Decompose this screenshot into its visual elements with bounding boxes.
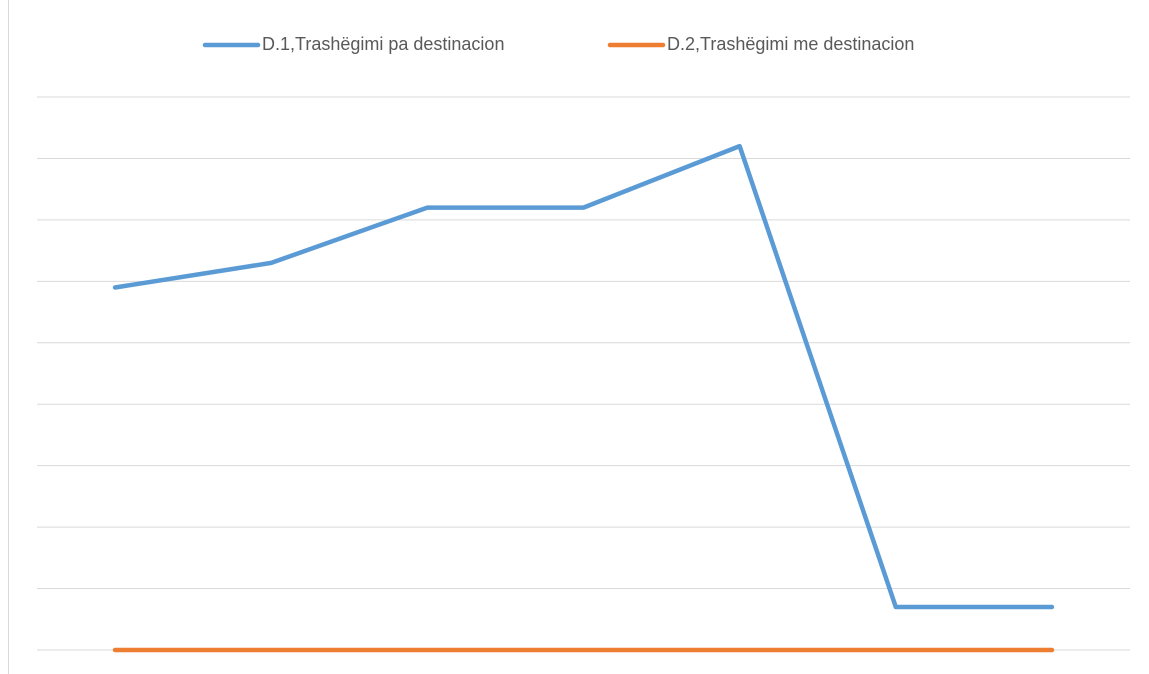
legend-label: D.2,Trashëgimi me destinacion: [667, 34, 914, 54]
legend-label: D.1,Trashëgimi pa destinacion: [262, 34, 504, 54]
chart-border: [8, 0, 9, 674]
series-line: [112, 143, 1055, 610]
